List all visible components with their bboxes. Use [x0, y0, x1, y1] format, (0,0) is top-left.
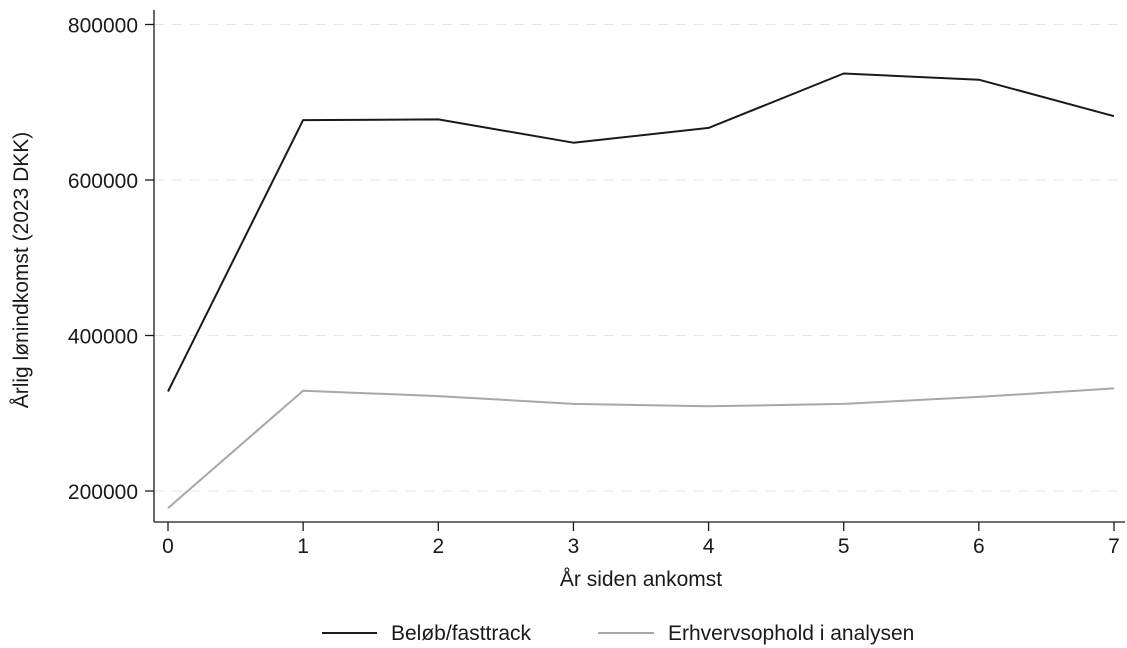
x-tick-label: 7: [1108, 535, 1120, 558]
y-tick-label: 400000: [68, 326, 138, 349]
x-tick-label: 5: [838, 535, 850, 558]
legend: Beløb/fasttrack Erhvervsophold i analyse…: [322, 622, 914, 645]
legend-label-erhvervsophold: Erhvervsophold i analysen: [668, 622, 914, 645]
legend-label-belob-fasttrack: Beløb/fasttrack: [391, 622, 532, 645]
x-tick-label: 6: [973, 535, 985, 558]
series-line-1: [167, 387, 1115, 509]
legend-item-erhvervsophold: Erhvervsophold i analysen: [598, 622, 914, 645]
y-tick-label: 800000: [68, 15, 138, 38]
x-tick-label: 2: [432, 535, 444, 558]
y-ticks: 200000 400000 600000 800000: [68, 15, 154, 504]
y-axis-title: Årlig lønindkomst (2023 DKK): [10, 132, 33, 409]
series-lines: [167, 72, 1115, 509]
series-line-0: [167, 72, 1115, 392]
x-tick-label: 0: [162, 535, 174, 558]
x-tick-label: 3: [568, 535, 580, 558]
legend-item-belob-fasttrack: Beløb/fasttrack: [322, 622, 532, 645]
x-ticks: 0 1 2 3 4 5 6 7: [162, 522, 1120, 558]
y-tick-label: 200000: [68, 481, 138, 504]
axes: [153, 10, 1125, 523]
x-axis-title: År siden ankomst: [560, 568, 722, 591]
y-tick-label: 600000: [68, 170, 138, 193]
x-tick-label: 1: [297, 535, 309, 558]
gridlines: [154, 24, 1125, 492]
x-tick-label: 4: [703, 535, 715, 558]
